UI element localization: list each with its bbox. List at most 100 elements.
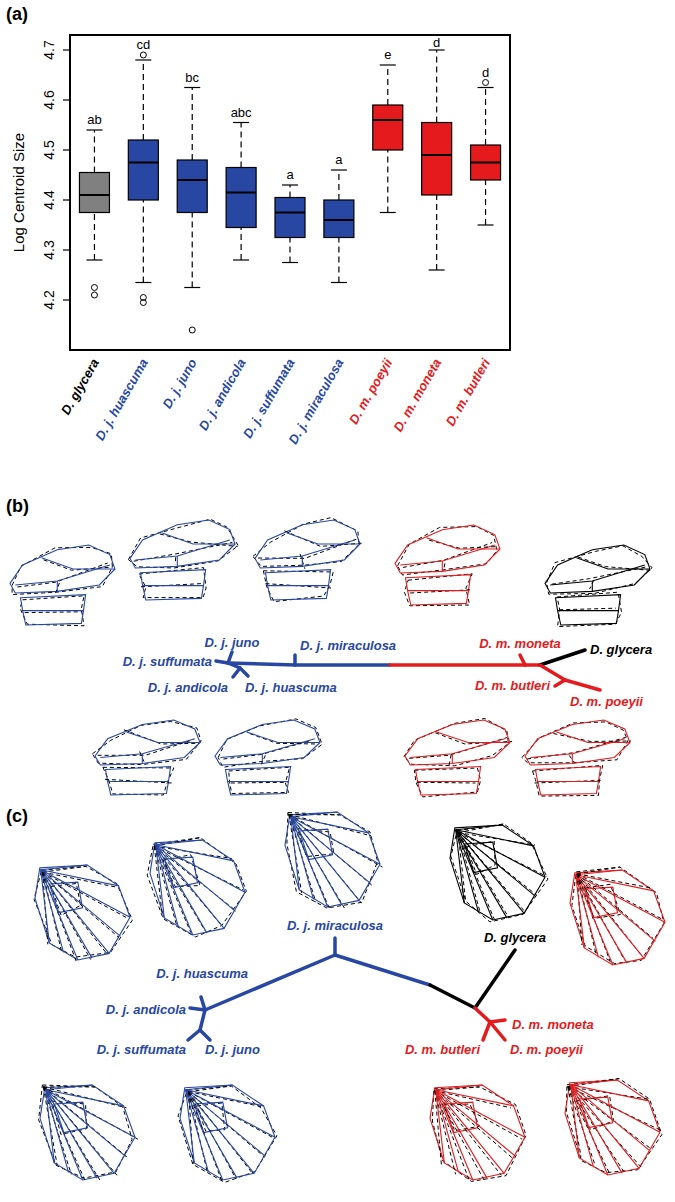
- upper-whisker: [485, 88, 486, 146]
- y-tick: [63, 49, 70, 50]
- wing-shape: [592, 581, 593, 591]
- wing-consensus: [435, 1091, 513, 1159]
- group-letter: cd: [136, 37, 150, 52]
- category-label: D. j. miraculosa: [285, 356, 346, 447]
- wing-shape: [456, 830, 507, 918]
- median: [275, 212, 305, 214]
- wing-shape: [186, 1090, 209, 1173]
- wing-consensus: [568, 1087, 610, 1174]
- tree-branch: [490, 1022, 505, 1040]
- category-label: D. j. suffumata: [240, 356, 298, 441]
- lower-whisker: [485, 180, 486, 225]
- wing-shape: [268, 585, 329, 586]
- tree-branch: [200, 1010, 205, 1030]
- wing-shape: [95, 720, 200, 765]
- category-label: D. j. juno: [159, 356, 199, 411]
- wing-consensus: [289, 814, 362, 903]
- wing-shape: [291, 817, 371, 884]
- leaf-label: D. j. huascuma: [156, 966, 248, 981]
- wing-outline: [215, 719, 322, 795]
- median: [79, 194, 109, 196]
- wing-consensus: [398, 527, 497, 575]
- tree-branch: [483, 1022, 490, 1040]
- y-tick: [63, 149, 70, 150]
- wing-consensus: [435, 1091, 456, 1175]
- lower-whisker: [289, 238, 290, 263]
- wing-consensus: [289, 814, 316, 902]
- group-letter: d: [482, 65, 489, 80]
- y-tick-label: 4.2: [41, 290, 57, 310]
- wing-outline: [395, 525, 500, 606]
- wing-shape: [156, 840, 203, 845]
- panel-label: (b): [6, 496, 29, 516]
- y-tick-label: 4.5: [41, 140, 57, 160]
- wing-shape: [143, 585, 204, 586]
- wing-shape: [436, 1090, 473, 1180]
- wing-consensus: [559, 608, 616, 610]
- wing-shape: [550, 565, 645, 585]
- box: [422, 123, 452, 196]
- wing-shape: [571, 1085, 594, 1168]
- lower-cap: [184, 287, 200, 288]
- wing-shape: [186, 1090, 266, 1157]
- outlier: [91, 292, 97, 298]
- wing-outline: [285, 812, 382, 910]
- median: [177, 179, 207, 181]
- wing-shape: [106, 767, 171, 796]
- wing-shape: [40, 1085, 135, 1180]
- wing-shape: [576, 875, 627, 963]
- leaf-label: D. j. miraculosa: [287, 918, 383, 933]
- wing-shape: [571, 1085, 651, 1152]
- wing-shape: [285, 812, 380, 907]
- wing-consensus: [284, 531, 361, 547]
- wing-shape: [42, 558, 116, 569]
- leaf-label: D. j. suffumata: [123, 654, 212, 669]
- wing-shape: [577, 558, 651, 569]
- wing-shape: [456, 830, 479, 913]
- wing-shape: [571, 1085, 580, 1158]
- y-tick-label: 4.7: [41, 40, 57, 60]
- wing-consensus: [458, 833, 466, 902]
- wing-consensus: [435, 1091, 502, 1176]
- wing-shape: [186, 1090, 254, 1174]
- leaf-label: D. j. miraculosa: [300, 638, 396, 653]
- wing-outline: [404, 719, 512, 797]
- wing-shape: [135, 540, 230, 560]
- lower-cap: [380, 212, 396, 213]
- tree-branch: [490, 1020, 505, 1022]
- wing-consensus: [43, 1087, 100, 1180]
- wing-outline: [522, 720, 631, 796]
- wing-shape: [558, 610, 619, 611]
- wing-shape: [186, 1085, 233, 1090]
- wing-shape: [180, 1085, 275, 1180]
- y-tick: [63, 249, 70, 250]
- tree-branch: [525, 663, 540, 667]
- lower-whisker: [241, 228, 242, 261]
- panel-label: (c): [6, 806, 28, 826]
- upper-whisker: [436, 50, 437, 123]
- group-letter: abc: [231, 105, 252, 120]
- median: [226, 192, 256, 194]
- wing-consensus: [92, 722, 201, 765]
- wing-consensus: [154, 838, 200, 847]
- wing-consensus: [287, 813, 378, 909]
- category-label: D. j. andicola: [196, 356, 249, 433]
- category-label: D. m. poeyii: [346, 356, 396, 427]
- group-letter: a: [286, 167, 294, 182]
- boxes: [79, 50, 500, 333]
- wing-consensus: [409, 738, 507, 759]
- wing-shape: [10, 545, 115, 593]
- box: [79, 173, 109, 213]
- wing-shape: [442, 561, 443, 571]
- wing-shape: [262, 754, 263, 764]
- wing-shape: [536, 767, 601, 796]
- y-tick: [63, 299, 70, 300]
- wing-shape: [436, 1090, 487, 1178]
- wing-shape: [108, 781, 169, 782]
- upper-cap: [135, 59, 151, 60]
- wing-shape: [100, 739, 195, 758]
- leaf-label: D. m. butleri: [475, 678, 551, 693]
- wing-shape: [46, 1090, 55, 1163]
- lower-cap: [282, 262, 298, 263]
- wing-shape: [436, 1085, 483, 1090]
